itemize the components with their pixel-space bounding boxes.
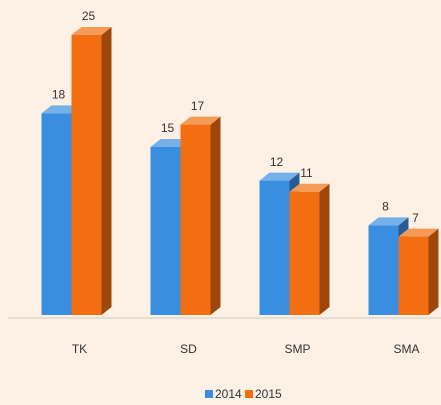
bar-side — [428, 228, 439, 315]
data-label: 7 — [412, 211, 419, 225]
bar — [180, 124, 211, 315]
data-label: 18 — [52, 88, 66, 102]
bar — [289, 191, 320, 315]
x-tick-label: SD — [180, 342, 197, 356]
x-tick-label: SMP — [284, 342, 310, 356]
bar — [41, 113, 72, 316]
data-label: 25 — [82, 9, 96, 23]
bar-top — [259, 172, 300, 181]
data-label: 12 — [270, 155, 284, 169]
bar-side — [319, 183, 330, 315]
legend-label: 2014 — [215, 387, 242, 401]
bar-top — [180, 116, 221, 125]
bar-top — [289, 183, 330, 192]
bar-3d — [289, 183, 330, 315]
bar — [71, 35, 102, 315]
bar-side — [101, 27, 112, 315]
legend-swatch — [245, 390, 253, 398]
bar-3d — [71, 27, 112, 315]
bar — [368, 225, 399, 315]
data-label: 15 — [161, 121, 175, 135]
bar-3d — [180, 116, 221, 315]
bar-top — [368, 217, 409, 226]
bar-top — [398, 228, 439, 237]
bar — [259, 180, 290, 315]
bar-side — [210, 116, 221, 315]
bar-3d — [398, 228, 439, 315]
bar-top — [71, 27, 112, 35]
x-tick-label: SMA — [393, 342, 419, 356]
data-label: 11 — [300, 166, 313, 180]
bar — [150, 147, 181, 315]
data-label: 8 — [382, 200, 389, 214]
legend-label: 2015 — [255, 387, 282, 401]
bar — [398, 236, 429, 315]
legend-swatch — [205, 390, 213, 398]
data-label: 17 — [191, 99, 205, 113]
x-tick-label: TK — [72, 342, 87, 356]
